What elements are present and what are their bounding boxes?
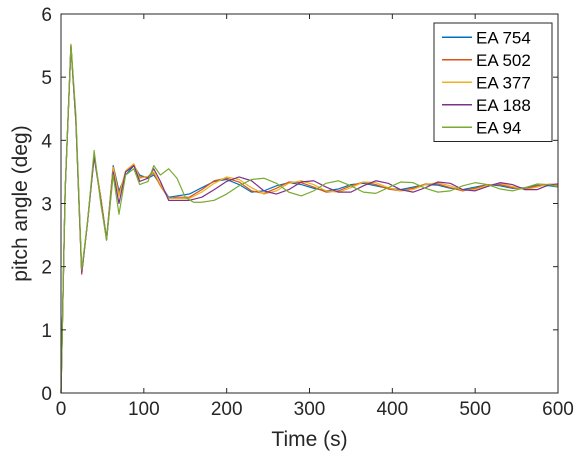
- legend-label-3: EA 188: [476, 96, 531, 115]
- legend-label-1: EA 502: [476, 51, 531, 70]
- x-axis-label: Time (s): [271, 428, 347, 451]
- series-layer: [60, 43, 559, 394]
- x-tick-label-6: 600: [542, 399, 574, 420]
- y-tick-label-5: 5: [41, 68, 52, 89]
- legend-label-2: EA 377: [476, 73, 531, 92]
- legend-label-0: EA 754: [476, 28, 531, 47]
- series-line-4: [60, 43, 559, 394]
- y-tick-label-4: 4: [41, 131, 52, 152]
- legend-label-4: EA 94: [476, 118, 521, 137]
- x-tick-label-4: 400: [376, 399, 408, 420]
- x-tick-label-0: 0: [56, 399, 67, 420]
- x-tick-label-5: 500: [459, 399, 491, 420]
- y-tick-label-1: 1: [41, 321, 52, 342]
- x-tick-label-3: 300: [294, 399, 326, 420]
- y-axis-label: pitch angle (deg): [9, 125, 32, 281]
- legend: EA 754 EA 502 EA 377 EA 188 EA 94: [433, 22, 553, 142]
- ticks-layer: 0 100 200 300 400 500 600 0 1 2 3 4 5 6: [41, 5, 573, 420]
- x-tick-label-1: 100: [128, 399, 160, 420]
- y-tick-label-0: 0: [41, 384, 52, 405]
- y-tick-label-3: 3: [41, 195, 52, 216]
- y-tick-label-6: 6: [41, 5, 52, 26]
- y-tick-label-2: 2: [41, 258, 52, 279]
- x-tick-label-2: 200: [211, 399, 243, 420]
